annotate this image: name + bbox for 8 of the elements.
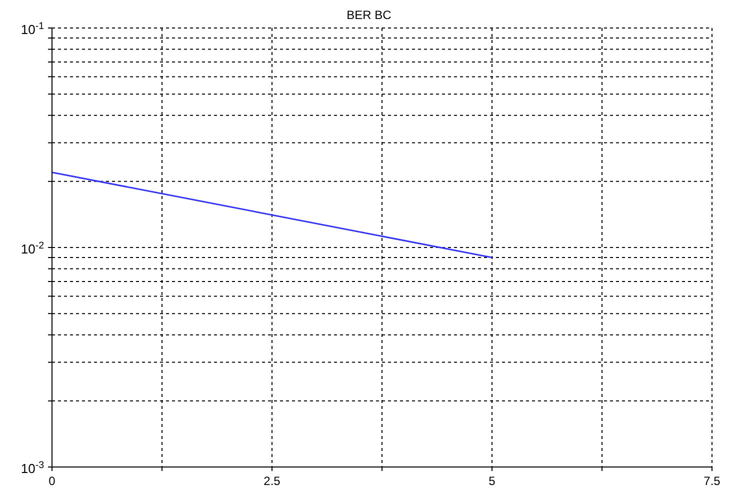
- x-tick-label: 0: [48, 474, 56, 488]
- chart-title: BER BC: [346, 8, 392, 22]
- x-tick-label: 2.5: [264, 474, 281, 488]
- x-tick-label: 5: [488, 474, 496, 488]
- y-tick-label: 10$^{-1}$: [20, 20, 44, 37]
- y-tick-label: 10$^{-2}$: [20, 240, 44, 256]
- x-tick-label: 7.5: [704, 474, 721, 488]
- y-tick-label: 10$^{-3}$: [20, 460, 44, 476]
